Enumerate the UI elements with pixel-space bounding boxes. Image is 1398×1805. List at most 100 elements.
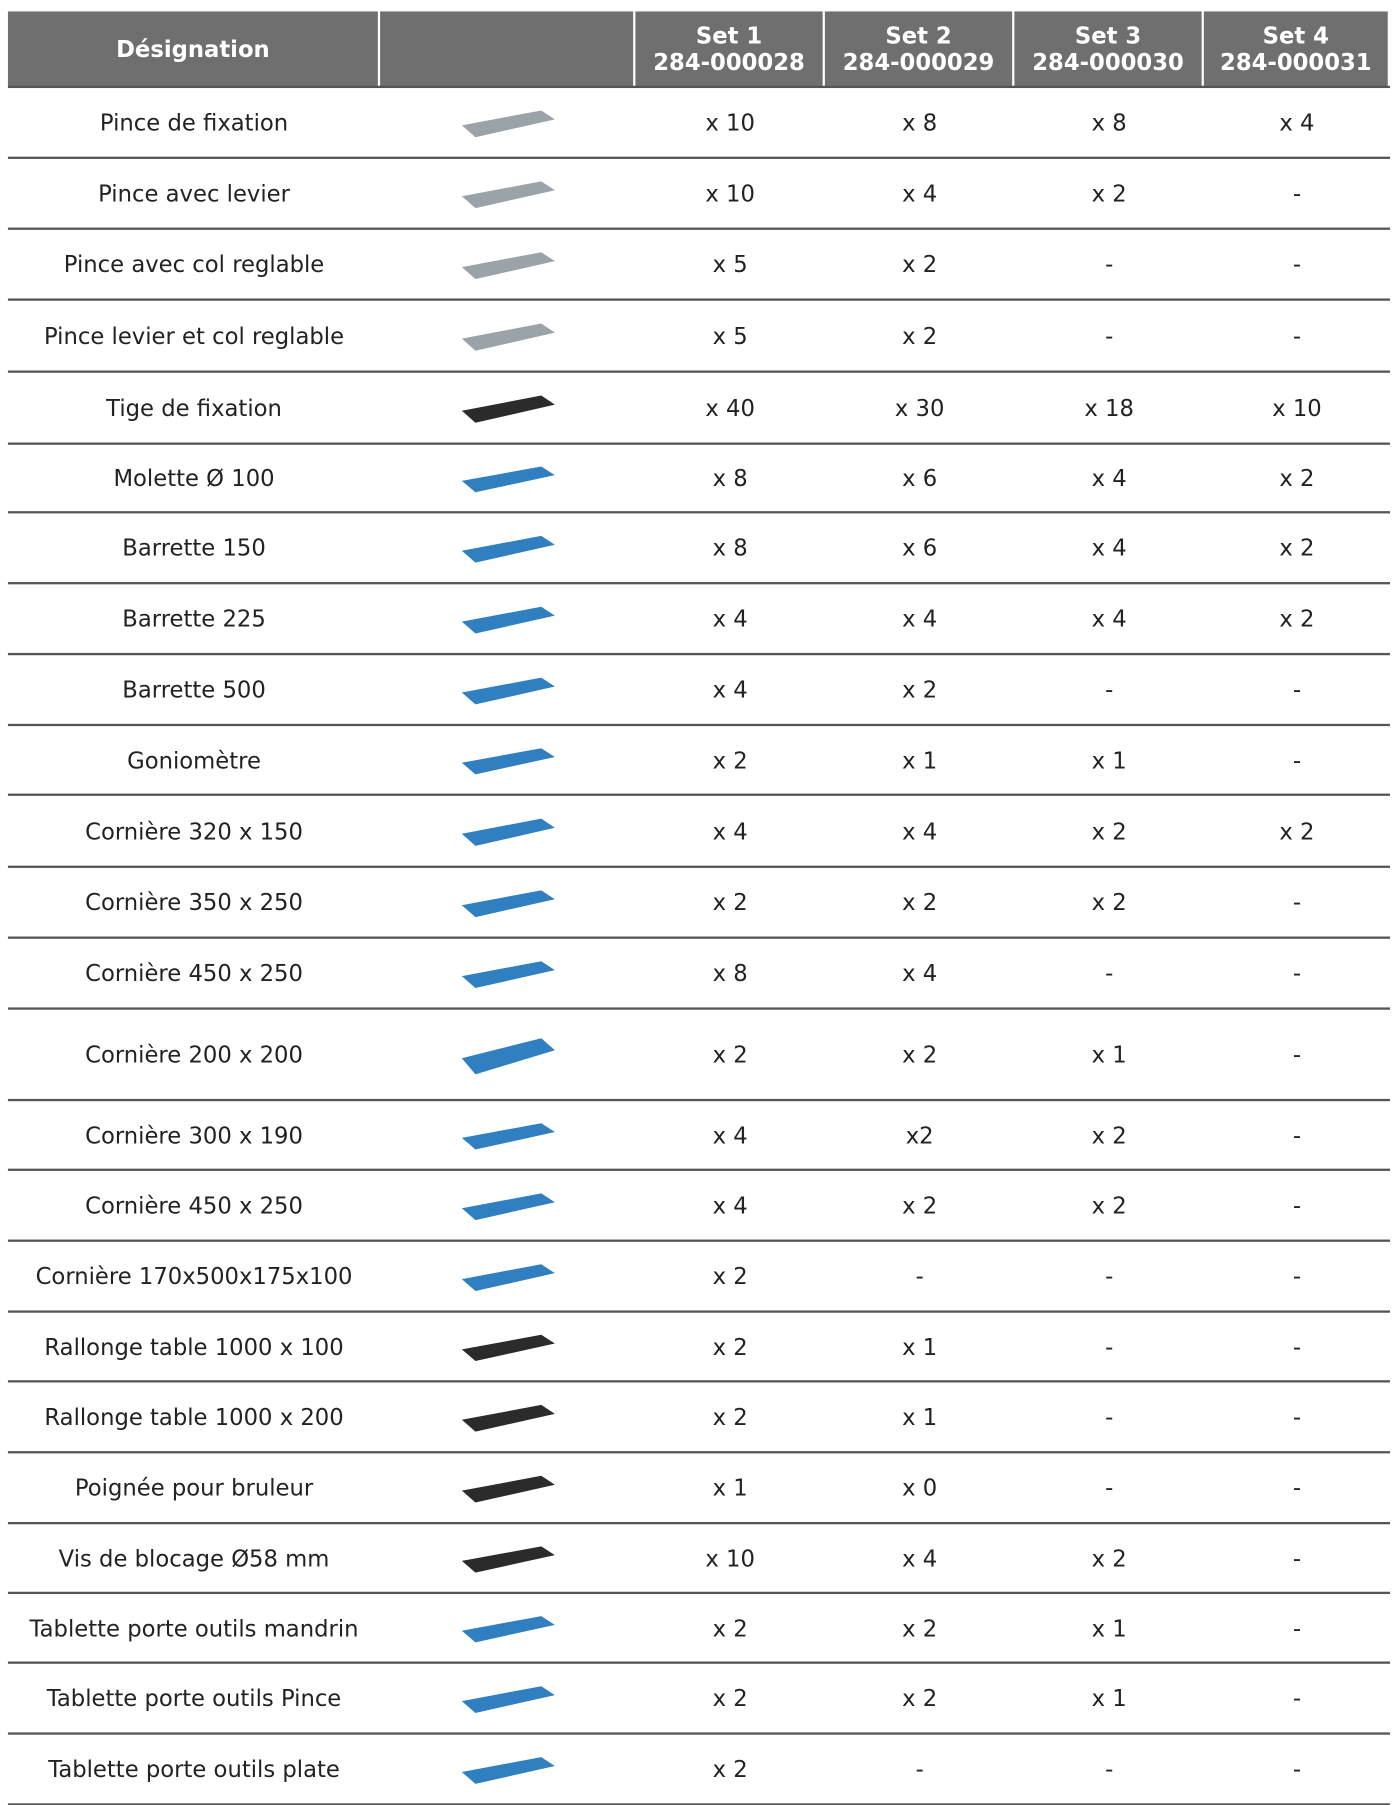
- row-name: Cornière 300 x 190: [85, 1121, 303, 1149]
- row-value: -: [1292, 1614, 1302, 1642]
- row-value: x 4: [712, 675, 748, 704]
- row-name: Cornière 170x500x175x100: [35, 1262, 353, 1290]
- set-code: 284-000031: [1220, 48, 1372, 76]
- row-value: x 2: [1091, 1544, 1127, 1572]
- set-name: Set 4: [1262, 21, 1329, 50]
- icon-shape: [461, 1686, 555, 1713]
- row-value: -: [1292, 250, 1302, 278]
- row-value: x 8: [902, 108, 938, 137]
- row-value: x 2: [1279, 464, 1315, 492]
- row-value: x 10: [705, 1544, 755, 1572]
- product-icon: [461, 1038, 555, 1075]
- row-value: x 6: [902, 464, 938, 492]
- row-line: [7, 1451, 1391, 1453]
- row-line: [7, 1661, 1391, 1664]
- row-value: x 2: [1279, 604, 1315, 633]
- row-value: -: [1292, 179, 1302, 207]
- row-value: x 2: [712, 746, 748, 774]
- row-line: [7, 652, 1391, 655]
- header-set: Set 3 284-000030: [1014, 11, 1204, 87]
- icon-shape: [461, 1334, 555, 1362]
- icon-shape: [461, 181, 555, 209]
- icon-shape: [461, 395, 555, 423]
- row-name: Tige de fixation: [106, 393, 282, 422]
- icon-shape: [461, 818, 555, 846]
- row-value: x 2: [1279, 817, 1315, 845]
- row-name: Cornière 450 x 250: [85, 959, 303, 987]
- row-value: -: [1105, 1332, 1114, 1361]
- row-value: x 2: [902, 321, 938, 350]
- row-line: [7, 1098, 1391, 1101]
- row-line: [7, 85, 1391, 88]
- row-value: x 18: [1084, 393, 1134, 422]
- row-value: x 4: [1091, 604, 1127, 633]
- row-value: -: [1292, 1121, 1302, 1149]
- row-value: x 2: [902, 1040, 938, 1069]
- row-line: [7, 156, 1391, 159]
- product-icon: [461, 1193, 555, 1221]
- row-value: -: [1105, 959, 1114, 987]
- row-value: x 2: [712, 1755, 748, 1783]
- row-value: -: [915, 1755, 924, 1783]
- row-name: Rallonge table 1000 x 100: [44, 1332, 344, 1361]
- row-name: Barrette 150: [122, 534, 266, 562]
- row-value: x 4: [902, 179, 938, 207]
- row-name: Tablette porte outils Pince: [46, 1684, 342, 1712]
- set-code: 284-000028: [653, 48, 805, 76]
- row-value: x 0: [902, 1473, 938, 1502]
- row-value: x 2: [1091, 888, 1127, 916]
- set-code: 284-000029: [842, 48, 995, 76]
- row-value: x 4: [1091, 534, 1127, 562]
- row-value: -: [1292, 1332, 1302, 1361]
- row-value: x 2: [902, 888, 938, 916]
- row-value: x 2: [712, 1684, 748, 1712]
- product-icon: [461, 1616, 555, 1643]
- row-value: x 4: [902, 817, 938, 845]
- product-icon: [461, 1686, 555, 1713]
- icon-shape: [461, 1404, 555, 1432]
- row-value: x 4: [712, 604, 748, 633]
- icon-shape: [461, 1193, 555, 1221]
- product-icon: [461, 110, 555, 138]
- row-value: -: [1292, 1544, 1302, 1572]
- icon-shape: [461, 110, 555, 138]
- row-value: x 1: [712, 1473, 748, 1502]
- row-name: Barrette 500: [122, 675, 266, 704]
- header-set: Set 4 284-000031: [1203, 11, 1391, 87]
- row-value: x 4: [1091, 464, 1127, 492]
- icon-shape: [461, 1123, 555, 1150]
- row-line: [7, 582, 1391, 584]
- row-name: Pince de fixation: [99, 108, 289, 137]
- icon-shape: [461, 606, 555, 634]
- header-set: Set 2 284-000029: [824, 11, 1015, 87]
- product-icon: [461, 395, 555, 423]
- row-value: -: [1292, 1191, 1302, 1219]
- row-value: x 30: [894, 393, 945, 422]
- product-icon: [461, 1475, 555, 1503]
- row-name: Vis de blocage Ø58 mm: [58, 1544, 330, 1572]
- row-value: x 2: [712, 1332, 748, 1361]
- header-set: Set 1 284-000028: [635, 11, 825, 87]
- product-icon: [461, 1334, 555, 1362]
- row-value: x 1: [1091, 1684, 1127, 1712]
- row-line: [7, 1732, 1391, 1735]
- row-value: -: [1105, 1755, 1114, 1783]
- row-line: [7, 1380, 1391, 1382]
- row-value: x 10: [705, 179, 755, 207]
- row-value: x 5: [712, 321, 748, 350]
- row-name: Cornière 450 x 250: [85, 1191, 303, 1219]
- icon-shape: [461, 748, 555, 775]
- product-icon: [461, 1404, 555, 1432]
- row-line: [7, 1310, 1391, 1313]
- row-line: [7, 1168, 1391, 1171]
- row-value: x 8: [712, 464, 748, 492]
- product-icon: [461, 1757, 555, 1784]
- product-icon: [461, 1546, 555, 1573]
- header-designation: Désignation: [7, 11, 381, 87]
- row-value: x 2: [902, 1191, 938, 1219]
- set-name: Set 1: [695, 21, 763, 50]
- icon-shape: [461, 466, 555, 493]
- row-value: x 2: [712, 1262, 748, 1290]
- row-line: [7, 298, 1391, 301]
